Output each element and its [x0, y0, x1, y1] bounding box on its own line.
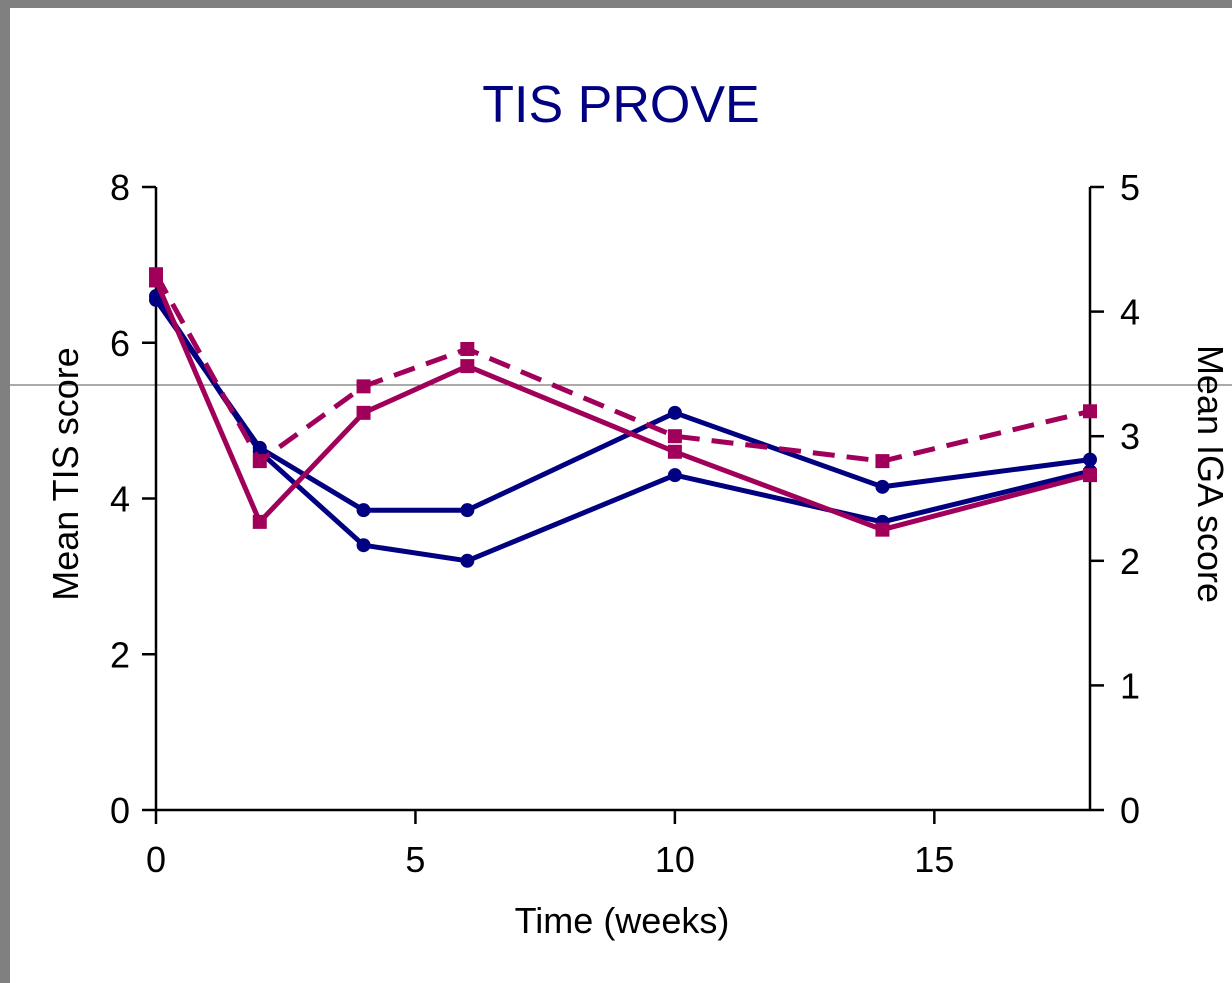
data-point: [875, 454, 890, 469]
axes: 0 2 4 6 8 0 1 2 3 4 5 0 5 10 15: [110, 167, 1140, 880]
x-tick-label: 5: [405, 839, 425, 880]
data-point: [667, 444, 682, 459]
data-point: [667, 405, 682, 420]
data-point: [252, 514, 267, 529]
data-point: [1083, 468, 1097, 483]
y-tick-label: 8: [110, 167, 130, 208]
data-point: [252, 440, 267, 455]
y2-tick-label: 1: [1120, 665, 1140, 706]
data-point: [1083, 404, 1097, 419]
x-tick-label: 0: [146, 839, 166, 880]
y-axis-label: Mean TIS score: [45, 347, 86, 600]
data-point: [149, 267, 163, 282]
y-tick-label: 2: [110, 634, 130, 675]
data-point: [149, 292, 163, 307]
data-point: [1083, 452, 1097, 467]
data-point: [460, 359, 475, 374]
data-point: [875, 479, 890, 494]
series-layer: [149, 267, 1097, 568]
data-point: [252, 454, 267, 469]
x-axis-label: Time (weeks): [515, 900, 730, 941]
y-tick-label: 4: [110, 479, 130, 520]
data-point: [356, 503, 371, 518]
chart-title: TIS PROVE: [482, 76, 759, 134]
series-4: [149, 267, 1097, 469]
series-2: [149, 292, 1097, 518]
data-point: [356, 379, 371, 394]
data-point: [460, 341, 475, 356]
y2-tick-label: 0: [1120, 790, 1140, 831]
y2-tick-label: 5: [1120, 167, 1140, 208]
y2-tick-label: 4: [1120, 292, 1140, 333]
y2-axis-label: Mean IGA score: [1190, 345, 1231, 603]
y-tick-label: 0: [110, 790, 130, 831]
x-tick-label: 10: [655, 839, 695, 880]
y2-tick-label: 3: [1120, 416, 1140, 457]
data-point: [667, 429, 682, 444]
data-point: [356, 405, 371, 420]
data-point: [460, 503, 475, 518]
data-point: [356, 538, 371, 553]
data-point: [875, 522, 890, 537]
y-tick-label: 6: [110, 323, 130, 364]
data-point: [460, 553, 475, 568]
x-tick-label: 15: [914, 839, 954, 880]
data-point: [667, 468, 682, 483]
y2-tick-label: 2: [1120, 541, 1140, 582]
